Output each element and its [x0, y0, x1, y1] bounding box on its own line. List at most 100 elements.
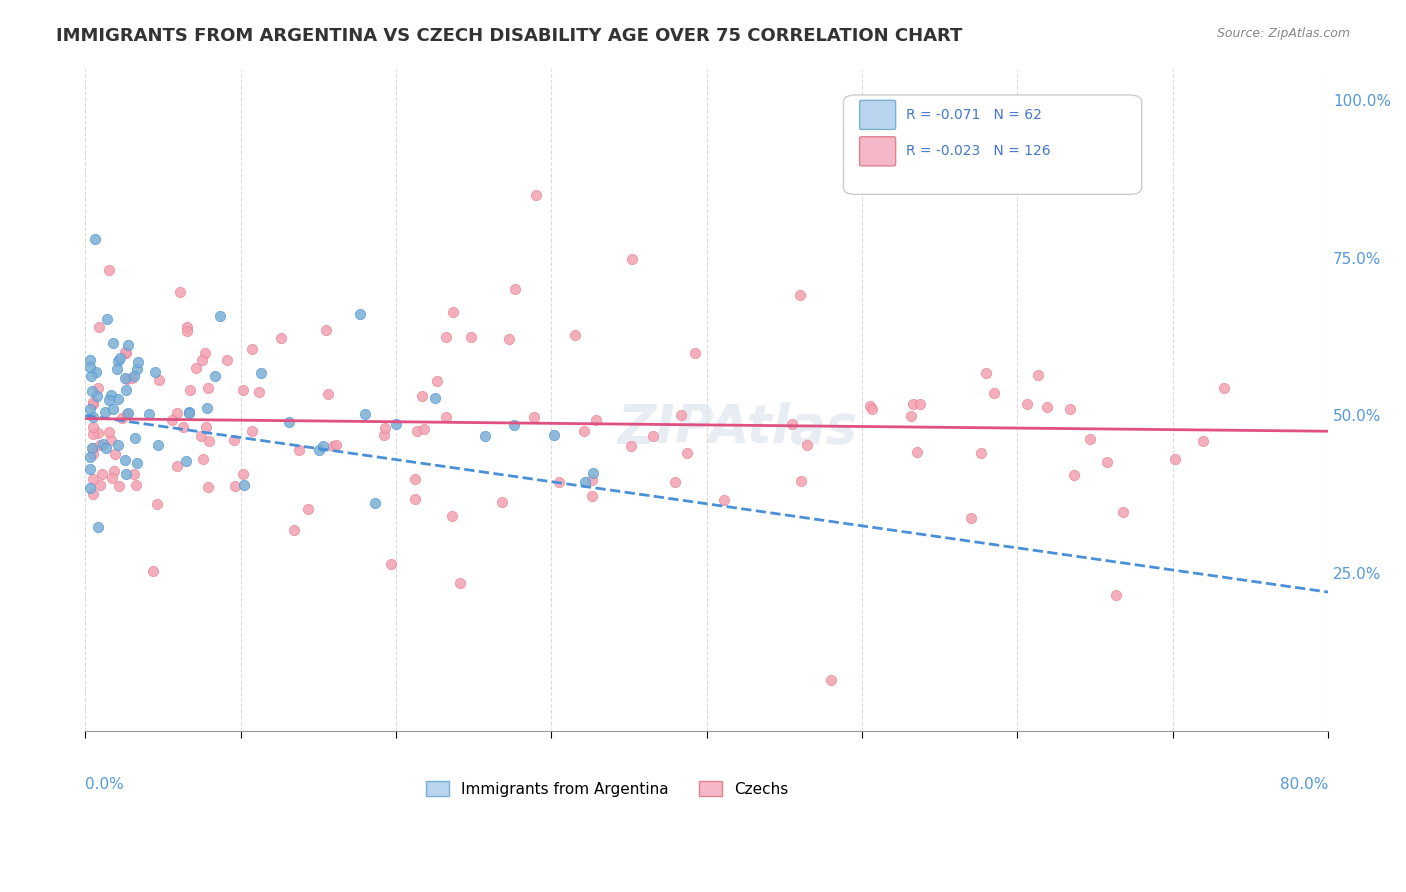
- Point: [172, 420, 194, 434]
- Point: [1063, 468, 1085, 483]
- Point: [97, 263, 120, 277]
- Point: [100, 387, 122, 401]
- Point: [316, 386, 339, 401]
- Point: [142, 564, 165, 578]
- Point: [87, 381, 110, 395]
- Point: [582, 466, 605, 480]
- Point: [184, 360, 207, 375]
- Point: [970, 446, 993, 460]
- Point: [322, 439, 344, 453]
- Point: [115, 467, 138, 481]
- Point: [676, 445, 699, 459]
- Point: [780, 417, 803, 431]
- Point: [683, 346, 706, 360]
- Point: [89, 478, 111, 492]
- Point: [166, 406, 188, 420]
- FancyBboxPatch shape: [859, 100, 896, 129]
- Point: [474, 428, 496, 442]
- Point: [179, 406, 201, 420]
- Point: [283, 523, 305, 537]
- Point: [543, 428, 565, 442]
- Point: [405, 424, 427, 438]
- Point: [404, 472, 426, 486]
- Point: [460, 330, 482, 344]
- Point: [79, 450, 101, 464]
- Point: [97, 392, 120, 407]
- Point: [564, 327, 586, 342]
- Point: [114, 371, 136, 385]
- Point: [1192, 434, 1215, 448]
- Point: [498, 332, 520, 346]
- Point: [217, 352, 239, 367]
- Point: [664, 475, 686, 489]
- Point: [1164, 451, 1187, 466]
- Point: [100, 433, 122, 447]
- Point: [86, 520, 108, 534]
- Point: [503, 281, 526, 295]
- Point: [169, 285, 191, 299]
- Point: [114, 383, 136, 397]
- Point: [86, 365, 108, 379]
- Point: [197, 381, 219, 395]
- Point: [107, 354, 129, 368]
- Point: [91, 467, 114, 481]
- Point: [82, 410, 104, 425]
- Point: [860, 402, 883, 417]
- Point: [103, 464, 125, 478]
- Point: [107, 438, 129, 452]
- Point: [820, 673, 842, 688]
- Point: [80, 384, 103, 399]
- Point: [1059, 402, 1081, 417]
- Point: [91, 437, 114, 451]
- Point: [349, 307, 371, 321]
- Legend: Immigrants from Argentina, Czechs: Immigrants from Argentina, Czechs: [420, 774, 794, 803]
- Point: [108, 478, 131, 492]
- Point: [325, 438, 347, 452]
- Point: [103, 336, 125, 351]
- Text: ZIPAtlas: ZIPAtlas: [617, 402, 858, 454]
- Point: [198, 434, 221, 448]
- Point: [82, 396, 104, 410]
- Point: [1097, 455, 1119, 469]
- Point: [572, 424, 595, 438]
- Point: [148, 373, 170, 387]
- Point: [204, 369, 226, 384]
- Point: [191, 452, 214, 467]
- Point: [138, 407, 160, 421]
- Point: [86, 389, 108, 403]
- Point: [114, 345, 136, 359]
- Point: [114, 453, 136, 467]
- Point: [523, 409, 546, 424]
- Point: [82, 420, 104, 434]
- Point: [959, 510, 981, 524]
- Point: [441, 305, 464, 319]
- Point: [160, 413, 183, 427]
- Point: [231, 383, 253, 397]
- Point: [1078, 432, 1101, 446]
- Point: [364, 496, 387, 510]
- Point: [315, 323, 337, 337]
- Point: [125, 478, 148, 492]
- Point: [97, 425, 120, 440]
- Point: [146, 438, 169, 452]
- FancyBboxPatch shape: [844, 95, 1142, 194]
- Point: [124, 431, 146, 445]
- Point: [270, 330, 292, 344]
- Point: [117, 338, 139, 352]
- Point: [669, 408, 692, 422]
- Point: [176, 319, 198, 334]
- Point: [127, 354, 149, 368]
- Point: [581, 490, 603, 504]
- Point: [79, 352, 101, 367]
- Point: [790, 474, 813, 488]
- Text: Source: ZipAtlas.com: Source: ZipAtlas.com: [1216, 27, 1350, 40]
- Point: [124, 467, 146, 481]
- Point: [89, 438, 111, 452]
- Point: [177, 405, 200, 419]
- Point: [122, 368, 145, 383]
- Point: [1212, 381, 1234, 395]
- Point: [312, 439, 335, 453]
- Point: [288, 443, 311, 458]
- Point: [1105, 589, 1128, 603]
- Point: [96, 441, 118, 455]
